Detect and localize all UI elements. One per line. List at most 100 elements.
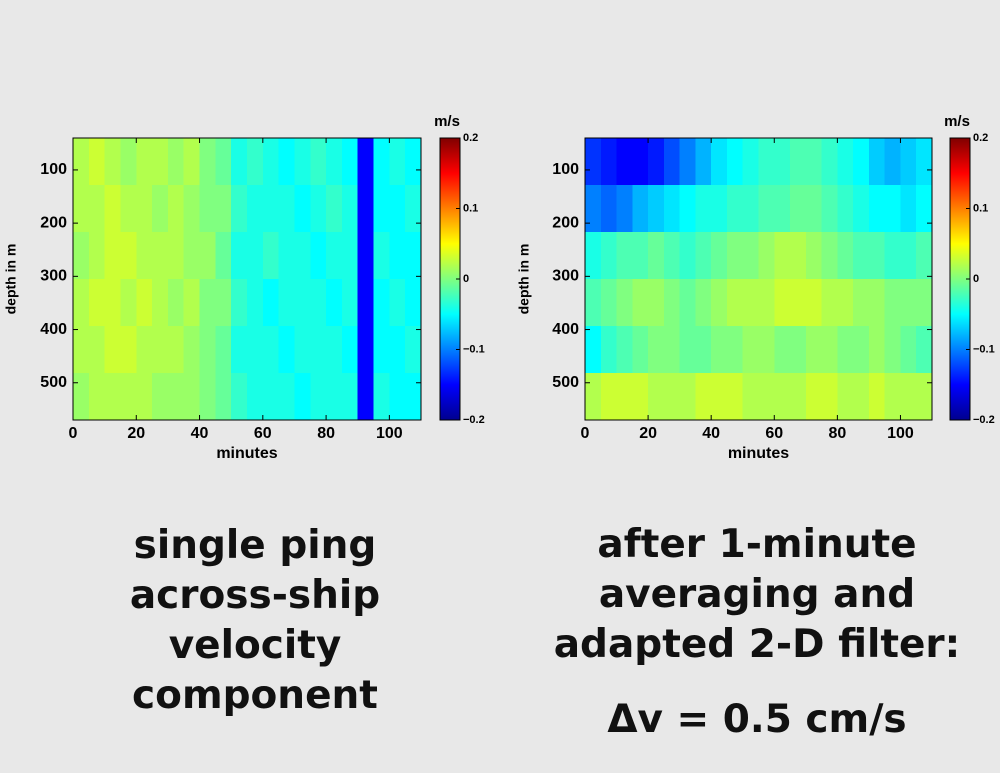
heatmap-cell [120, 185, 137, 233]
heatmap-cell [152, 138, 169, 186]
x-axis-label: minutes [216, 445, 277, 462]
heatmap-cell [585, 279, 602, 327]
y-tick-label: 500 [552, 374, 579, 391]
x-tick-label: 60 [254, 425, 272, 442]
heatmap-cell [585, 326, 602, 374]
x-tick-label: 40 [702, 425, 720, 442]
heatmap-cell [726, 373, 744, 421]
heatmap-cell [868, 326, 886, 374]
heatmap-cell [758, 185, 775, 233]
heatmap-cell [262, 373, 280, 421]
heatmap-cell [231, 138, 248, 186]
heatmap-cell [616, 185, 633, 233]
heatmap-cell [136, 373, 153, 421]
heatmap-cell [231, 279, 248, 327]
heatmap-cell [648, 279, 665, 327]
heatmap-cell [679, 279, 697, 327]
heatmap-cell [389, 326, 406, 374]
heatmap-cell [790, 373, 807, 421]
heatmap-cell [679, 326, 697, 374]
heatmap-cell [790, 279, 807, 327]
heatmap-cell [585, 373, 602, 421]
heatmap-cell [758, 279, 775, 327]
heatmap-cell [104, 185, 122, 233]
heatmap-cell [199, 185, 216, 233]
heatmap-cell [916, 373, 933, 421]
heatmap-cell [600, 326, 618, 374]
heatmap-cell [294, 279, 311, 327]
heatmap-cell [742, 232, 760, 280]
heatmap-cell [104, 373, 122, 421]
heatmap-cell [616, 326, 633, 374]
heatmap-cell [247, 185, 264, 233]
heatmap-cell [726, 138, 744, 186]
colorbar-tick-label: 0 [463, 273, 469, 285]
heatmap-cell [120, 232, 137, 280]
heatmap-cell [648, 373, 665, 421]
heatmap-cell [900, 138, 917, 186]
heatmap-cell [294, 185, 311, 233]
plot-frame [584, 137, 933, 421]
heatmap-cell [774, 279, 791, 327]
colorbar-tick-label: 0 [973, 273, 979, 285]
heatmap-cell [310, 326, 327, 374]
heatmap-cell [679, 185, 697, 233]
heatmap-cell [341, 279, 359, 327]
colorbar-tick-label: 0.1 [463, 202, 478, 214]
y-tick-label: 200 [552, 214, 579, 231]
heatmap-cell [183, 279, 201, 327]
heatmap-cell [199, 232, 216, 280]
heatmap-cell [632, 279, 649, 327]
heatmap-cell [742, 138, 760, 186]
caption-line: velocity [168, 623, 342, 668]
heatmap-cell [294, 326, 311, 374]
heatmap-cell [695, 185, 712, 233]
heatmap-cell [373, 185, 390, 233]
heatmap-cell [900, 185, 917, 233]
heatmap-cell [711, 138, 728, 186]
heatmap-cell [884, 373, 902, 421]
heatmap-cell [726, 185, 744, 233]
heatmap-cell [152, 232, 169, 280]
heatmap-cell [916, 185, 933, 233]
heatmap-cell [88, 232, 106, 280]
heatmap-cell [341, 373, 359, 421]
heatmap-cell [73, 373, 90, 421]
caption-line: across-ship [129, 573, 381, 618]
heatmap-cell [262, 326, 280, 374]
y-tick-label: 300 [552, 268, 579, 285]
heatmap-cell [88, 185, 106, 233]
y-tick-label: 100 [552, 161, 579, 178]
heatmap-cell [152, 279, 169, 327]
y-tick-label: 400 [40, 321, 67, 338]
heatmap-cell [711, 326, 728, 374]
heatmap-cell [357, 373, 375, 421]
heatmap-cell [278, 326, 296, 374]
heatmap-cell [310, 138, 327, 186]
heatmap-cell [73, 326, 90, 374]
heatmap-cell [648, 185, 665, 233]
heatmap-cell [326, 138, 343, 186]
heatmap-cell [663, 326, 681, 374]
heatmap-cell [136, 138, 153, 186]
heatmap-cell [136, 232, 153, 280]
heatmap-cell [73, 185, 90, 233]
heatmap-cell [231, 373, 248, 421]
heatmap-cell [120, 373, 137, 421]
heatmap-cell [88, 373, 106, 421]
heatmap-cell [616, 279, 633, 327]
heatmap-cell [357, 326, 375, 374]
heatmap-cell [357, 279, 375, 327]
caption-line: single ping [133, 523, 377, 568]
y-axis-label: depth in m [3, 244, 19, 315]
heatmap-cell [695, 232, 712, 280]
caption-line: after 1-minute [597, 522, 917, 567]
heatmap-cell [73, 138, 90, 186]
heatmap-cell [648, 232, 665, 280]
heatmap-cell [837, 373, 854, 421]
heatmap-cell [853, 373, 870, 421]
heatmap-cell [868, 232, 886, 280]
heatmap-cell [648, 138, 665, 186]
caption-left: single ping across-ship velocity component [25, 521, 485, 721]
